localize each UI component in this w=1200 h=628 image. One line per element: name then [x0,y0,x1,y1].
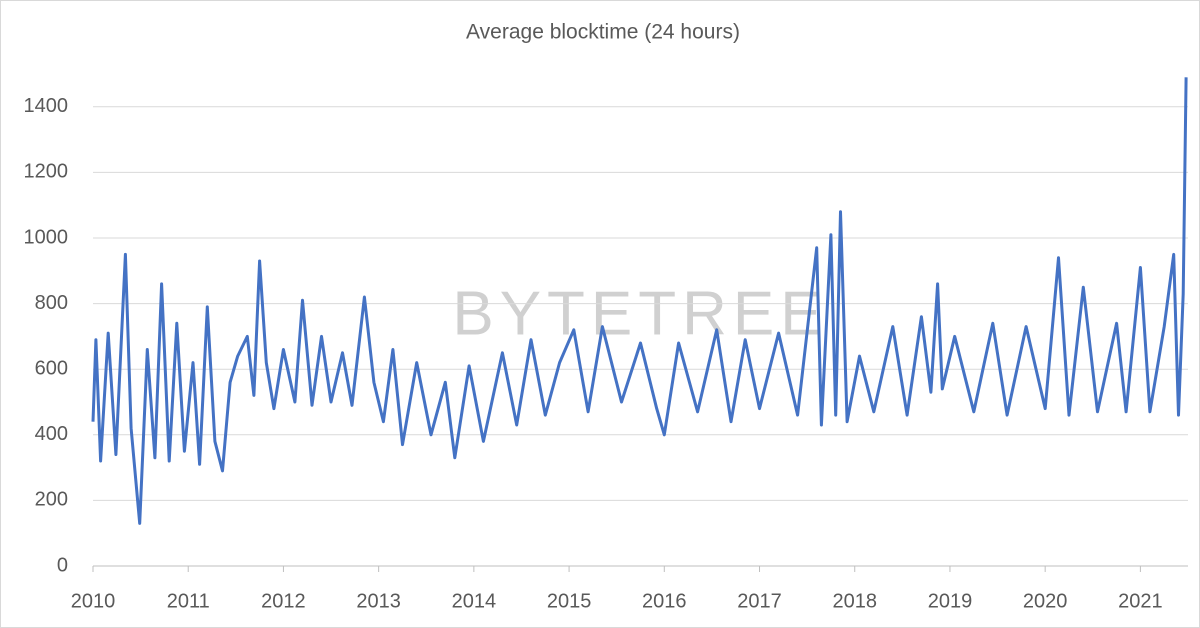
series-line [91,77,1188,525]
y-tick-label: 200 [35,489,68,511]
x-tick-label: 2018 [832,590,877,612]
x-tick-label: 2010 [71,590,116,612]
x-tick-label: 2012 [261,590,306,612]
y-tick-label: 1000 [24,226,69,248]
y-tick-label: 0 [57,554,68,576]
x-tick-label: 2016 [642,590,687,612]
y-tick-label: 600 [35,357,68,379]
x-tick-label: 2011 [167,590,210,612]
watermark: BYTETREE [452,279,827,348]
x-tick-label: 2020 [1023,590,1068,612]
x-tick-label: 2013 [356,590,401,612]
y-tick-label: 1400 [24,95,69,117]
x-tick-label: 2021 [1118,590,1163,612]
x-tick-label: 2014 [452,590,497,612]
x-tick-label: 2017 [737,590,782,612]
y-tick-label: 1200 [24,161,69,183]
y-tick-label: 400 [35,423,68,445]
x-tick-label: 2015 [547,590,592,612]
y-tick-label: 800 [35,292,68,314]
x-tick-label: 2019 [928,590,973,612]
chart-title: Average blocktime (24 hours) [466,21,740,44]
